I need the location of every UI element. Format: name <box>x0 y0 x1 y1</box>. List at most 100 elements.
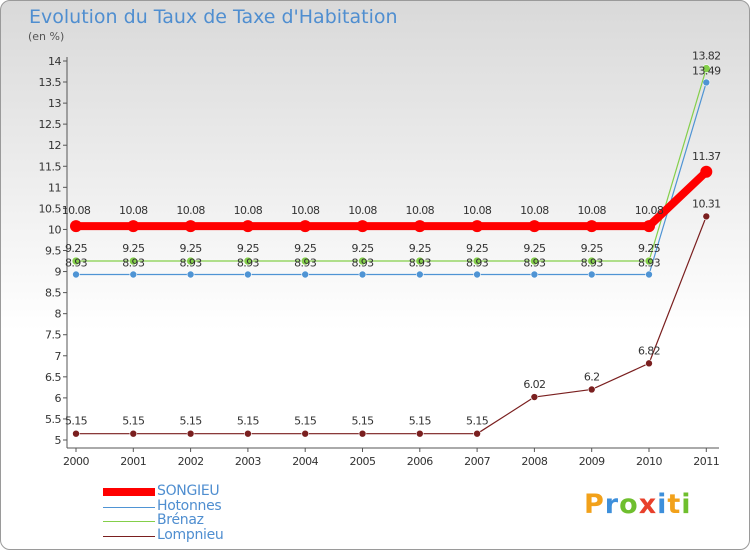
data-label: 8.93 <box>638 257 661 270</box>
data-point <box>358 256 367 266</box>
y-tick-label: 11 <box>48 181 61 194</box>
data-label: 9.25 <box>351 242 374 255</box>
data-label: 5.15 <box>466 415 489 428</box>
data-point <box>471 220 484 233</box>
data-point <box>528 220 541 233</box>
y-tick-label: 9 <box>55 266 62 279</box>
data-point <box>587 385 596 394</box>
data-point <box>587 256 597 266</box>
data-label: 10.08 <box>348 204 377 217</box>
data-point <box>472 256 482 266</box>
data-label: 10.08 <box>577 204 606 217</box>
data-label: 5.15 <box>122 415 145 428</box>
data-point <box>413 220 426 233</box>
data-point <box>415 270 424 279</box>
data-point <box>587 270 596 279</box>
data-label: 8.93 <box>294 257 317 270</box>
data-point <box>645 270 653 279</box>
data-point <box>243 256 253 266</box>
data-label: 5.15 <box>351 415 374 428</box>
data-point <box>244 429 252 438</box>
data-point <box>244 270 252 279</box>
data-point <box>530 270 539 279</box>
data-label: 8.93 <box>65 257 88 270</box>
data-point <box>415 256 425 266</box>
data-label: 10.31 <box>692 197 721 210</box>
data-label: 8.93 <box>180 257 203 270</box>
data-point <box>356 220 369 233</box>
x-tick-label: 2006 <box>407 455 433 468</box>
data-point <box>129 256 138 266</box>
data-label: 9.25 <box>237 242 260 255</box>
data-label: 5.15 <box>65 415 88 428</box>
legend-label-hotonnes: Hotonnes <box>157 497 222 514</box>
x-tick-label: 2003 <box>235 455 261 468</box>
legend-swatch-songieu <box>103 488 155 496</box>
data-point <box>186 256 195 266</box>
data-label: 13.49 <box>692 64 721 77</box>
data-label: 5.15 <box>180 415 203 428</box>
logo-letter: t <box>667 489 682 520</box>
data-label: 9.25 <box>180 242 203 255</box>
data-label: 6.82 <box>638 344 660 357</box>
data-label: 10.08 <box>406 204 435 217</box>
data-point <box>530 256 539 266</box>
logo-letter: i <box>657 489 668 520</box>
x-tick-label: 2000 <box>63 455 89 468</box>
data-point <box>300 256 310 266</box>
data-point <box>127 220 140 233</box>
data-point <box>186 270 195 279</box>
series-line-2 <box>76 68 707 262</box>
data-point <box>701 64 711 73</box>
data-label: 9.25 <box>466 242 489 255</box>
data-point <box>473 429 481 438</box>
data-label: 11.37 <box>692 150 721 163</box>
legend-label-lompnieu: Lompnieu <box>157 526 224 543</box>
unit-label: (en %) <box>28 30 65 43</box>
data-label: 8.93 <box>581 257 604 270</box>
data-label: 10.08 <box>520 204 549 217</box>
data-point <box>473 270 481 279</box>
data-point <box>70 220 82 233</box>
data-label: 6.02 <box>523 378 545 391</box>
data-label: 10.08 <box>62 204 91 217</box>
data-point <box>301 429 310 438</box>
data-label: 13.82 <box>692 50 721 63</box>
series-line-1 <box>76 82 707 276</box>
data-label: 10.08 <box>119 204 148 217</box>
y-tick-label: 12.5 <box>39 118 62 131</box>
data-label: 9.25 <box>638 242 661 255</box>
x-tick-label: 2008 <box>521 455 547 468</box>
data-point <box>702 212 711 221</box>
series-line-0 <box>76 168 710 231</box>
y-tick-label: 7.5 <box>45 329 61 342</box>
data-point <box>645 359 653 368</box>
data-label: 9.25 <box>523 242 546 255</box>
data-point <box>129 429 138 438</box>
y-tick-label: 11.5 <box>39 160 62 173</box>
y-tick-label: 14 <box>48 55 61 68</box>
y-tick-label: 6.5 <box>45 371 61 384</box>
proxiti-logo: Proxiti <box>584 489 692 520</box>
data-label: 8.93 <box>122 257 145 270</box>
y-tick-label: 5.5 <box>45 413 61 426</box>
legend-label-brenaz: Brénaz <box>157 512 204 528</box>
x-tick-label: 2010 <box>636 455 662 468</box>
data-label: 10.08 <box>176 204 205 217</box>
data-point <box>71 256 81 266</box>
data-point <box>129 270 138 279</box>
data-label: 8.93 <box>466 257 489 270</box>
y-tick-label: 8 <box>55 308 62 321</box>
data-point <box>585 220 598 233</box>
legend-swatch-lompnieu <box>103 535 155 537</box>
x-tick-label: 2007 <box>464 455 490 468</box>
logo-letter: P <box>584 489 605 520</box>
chart-title: Evolution du Taux de Taxe d'Habitation <box>29 6 398 28</box>
data-point <box>358 429 367 438</box>
data-point <box>702 78 711 87</box>
series-line-3 <box>76 216 707 435</box>
data-point <box>644 256 654 266</box>
data-label: 9.25 <box>294 242 317 255</box>
